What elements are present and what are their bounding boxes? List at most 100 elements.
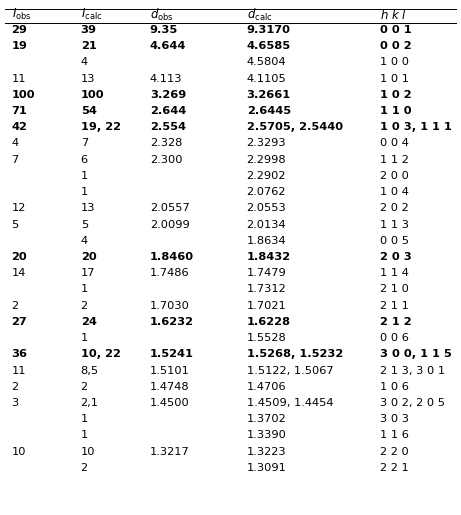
Text: 1.7486: 1.7486: [150, 268, 189, 278]
Text: 2.3293: 2.3293: [247, 139, 286, 148]
Text: 4.1105: 4.1105: [247, 74, 286, 83]
Text: 39: 39: [81, 25, 97, 35]
Text: 1 1 2: 1 1 2: [380, 154, 409, 165]
Text: $\mathit{d}$${_\mathrm{calc}}$: $\mathit{d}$${_\mathrm{calc}}$: [247, 7, 272, 23]
Text: 20: 20: [12, 252, 27, 262]
Text: 1 1 0: 1 1 0: [380, 106, 412, 116]
Text: 36: 36: [12, 349, 28, 359]
Text: 1.3217: 1.3217: [150, 447, 189, 457]
Text: 19, 22: 19, 22: [81, 122, 121, 132]
Text: 1: 1: [81, 333, 88, 343]
Text: 3 0 2, 2 0 5: 3 0 2, 2 0 5: [380, 398, 445, 408]
Text: 1: 1: [81, 187, 88, 197]
Text: 2 2 0: 2 2 0: [380, 447, 409, 457]
Text: 1.3223: 1.3223: [247, 447, 286, 457]
Text: 4: 4: [81, 236, 88, 246]
Text: 20: 20: [81, 252, 96, 262]
Text: 11: 11: [12, 366, 26, 375]
Text: 100: 100: [81, 90, 104, 100]
Text: $\mathit{h}$ $\mathit{k}$ $\mathit{l}$: $\mathit{h}$ $\mathit{k}$ $\mathit{l}$: [380, 8, 407, 22]
Text: 2.0099: 2.0099: [150, 219, 189, 230]
Text: 3.269: 3.269: [150, 90, 186, 100]
Text: 2: 2: [81, 463, 88, 473]
Text: 0 0 4: 0 0 4: [380, 139, 409, 148]
Text: 12: 12: [12, 203, 26, 213]
Text: 2.0134: 2.0134: [247, 219, 286, 230]
Text: 1.6228: 1.6228: [247, 317, 290, 327]
Text: 2.0762: 2.0762: [247, 187, 286, 197]
Text: 3 0 3: 3 0 3: [380, 414, 409, 424]
Text: 1.8460: 1.8460: [150, 252, 194, 262]
Text: 5: 5: [12, 219, 19, 230]
Text: 10: 10: [81, 447, 95, 457]
Text: 0 0 1: 0 0 1: [380, 25, 412, 35]
Text: 2.644: 2.644: [150, 106, 186, 116]
Text: 0 0 2: 0 0 2: [380, 41, 412, 51]
Text: 1.5528: 1.5528: [247, 333, 286, 343]
Text: 2.300: 2.300: [150, 154, 182, 165]
Text: 2: 2: [81, 382, 88, 392]
Text: 1.5268, 1.5232: 1.5268, 1.5232: [247, 349, 343, 359]
Text: 1.3390: 1.3390: [247, 431, 286, 440]
Text: 1: 1: [81, 284, 88, 295]
Text: 13: 13: [81, 74, 95, 83]
Text: 10, 22: 10, 22: [81, 349, 120, 359]
Text: 8,5: 8,5: [81, 366, 99, 375]
Text: 27: 27: [12, 317, 27, 327]
Text: 1 0 6: 1 0 6: [380, 382, 409, 392]
Text: 1: 1: [81, 171, 88, 181]
Text: 3: 3: [12, 398, 19, 408]
Text: 29: 29: [12, 25, 27, 35]
Text: $\mathit{d}$${_\mathrm{obs}}$: $\mathit{d}$${_\mathrm{obs}}$: [150, 7, 173, 23]
Text: 24: 24: [81, 317, 96, 327]
Text: 4.5804: 4.5804: [247, 57, 286, 67]
Text: 1.4500: 1.4500: [150, 398, 189, 408]
Text: 6: 6: [81, 154, 88, 165]
Text: 1 0 3, 1 1 1: 1 0 3, 1 1 1: [380, 122, 452, 132]
Text: 1 0 4: 1 0 4: [380, 187, 409, 197]
Text: 2.5705, 2.5440: 2.5705, 2.5440: [247, 122, 343, 132]
Text: 2.554: 2.554: [150, 122, 186, 132]
Text: 1.3091: 1.3091: [247, 463, 286, 473]
Text: 100: 100: [12, 90, 35, 100]
Text: 1 0 1: 1 0 1: [380, 74, 409, 83]
Text: $\mathit{I}$${_\mathrm{obs}}$: $\mathit{I}$${_\mathrm{obs}}$: [12, 7, 31, 23]
Text: 1.3702: 1.3702: [247, 414, 286, 424]
Text: 1.8432: 1.8432: [247, 252, 291, 262]
Text: 1 1 3: 1 1 3: [380, 219, 409, 230]
Text: 42: 42: [12, 122, 27, 132]
Text: 1 0 2: 1 0 2: [380, 90, 412, 100]
Text: 2: 2: [81, 301, 88, 311]
Text: 2 0 3: 2 0 3: [380, 252, 412, 262]
Text: 10: 10: [12, 447, 26, 457]
Text: 3 0 0, 1 1 5: 3 0 0, 1 1 5: [380, 349, 452, 359]
Text: 1 1 6: 1 1 6: [380, 431, 409, 440]
Text: 9.3170: 9.3170: [247, 25, 290, 35]
Text: 2.2998: 2.2998: [247, 154, 286, 165]
Text: 1 1 4: 1 1 4: [380, 268, 409, 278]
Text: 2 0 0: 2 0 0: [380, 171, 409, 181]
Text: 1.5122, 1.5067: 1.5122, 1.5067: [247, 366, 333, 375]
Text: 1: 1: [81, 414, 88, 424]
Text: 1.8634: 1.8634: [247, 236, 286, 246]
Text: 0 0 6: 0 0 6: [380, 333, 409, 343]
Text: 54: 54: [81, 106, 96, 116]
Text: 2 0 2: 2 0 2: [380, 203, 409, 213]
Text: 7: 7: [12, 154, 19, 165]
Text: 9.35: 9.35: [150, 25, 178, 35]
Text: 17: 17: [81, 268, 95, 278]
Text: 2.0557: 2.0557: [150, 203, 189, 213]
Text: 2.328: 2.328: [150, 139, 182, 148]
Text: 2.0553: 2.0553: [247, 203, 286, 213]
Text: 13: 13: [81, 203, 95, 213]
Text: 1: 1: [81, 431, 88, 440]
Text: 1.6232: 1.6232: [150, 317, 194, 327]
Text: 2 1 2: 2 1 2: [380, 317, 412, 327]
Text: 2 2 1: 2 2 1: [380, 463, 409, 473]
Text: 11: 11: [12, 74, 26, 83]
Text: 2 1 0: 2 1 0: [380, 284, 409, 295]
Text: 7: 7: [81, 139, 88, 148]
Text: 4.644: 4.644: [150, 41, 186, 51]
Text: 21: 21: [81, 41, 96, 51]
Text: 2: 2: [12, 301, 18, 311]
